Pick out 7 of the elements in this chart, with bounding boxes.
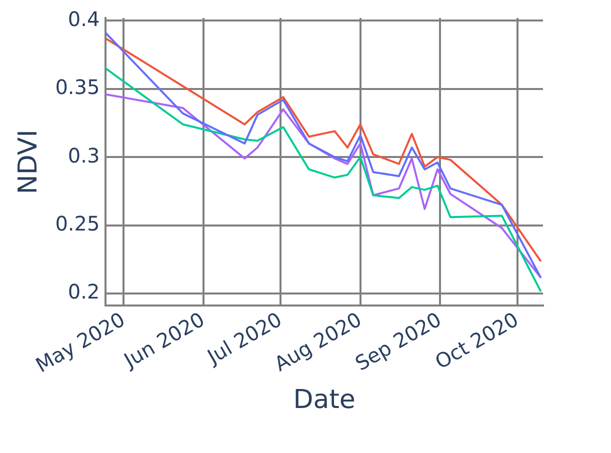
x-axis-title: Date [293,385,356,416]
y-axis-title: NDVI [13,130,44,194]
y-tick-label: 0.2 [68,280,100,304]
y-tick-label: 0.4 [68,6,100,31]
y-tick-label: 0.3 [68,143,100,168]
y-tick-label: 0.35 [55,75,100,100]
y-tick-label: 0.25 [55,211,100,236]
